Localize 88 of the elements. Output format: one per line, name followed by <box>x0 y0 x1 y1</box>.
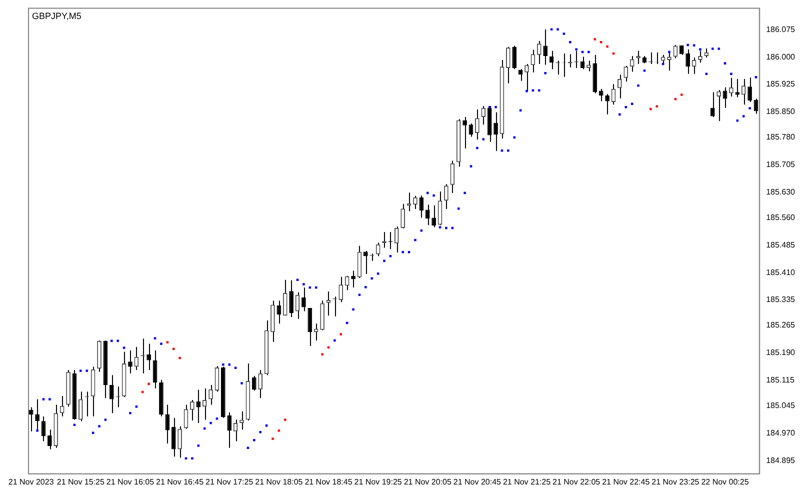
candlestick <box>413 195 418 210</box>
x-tick-label: 21 Nov 20:05 <box>404 477 452 486</box>
x-tick-label: 21 Nov 23:25 <box>652 477 700 486</box>
candlestick <box>146 343 151 371</box>
y-tick-label: 185.115 <box>766 375 795 384</box>
point <box>172 348 175 350</box>
x-tick-label: 21 Nov 18:45 <box>304 477 353 486</box>
x-tick-label: 21 Nov 22:05 <box>552 477 601 486</box>
chart-title: GBPJPY,M5 <box>32 10 82 21</box>
y-tick-label: 186.000 <box>766 52 796 62</box>
x-tick-label: 21 Nov 19:25 <box>354 477 402 486</box>
x-tick-label: 21 Nov 16:05 <box>106 477 155 486</box>
y-tick-label: 185.780 <box>766 132 796 142</box>
y-tick-label: 185.265 <box>766 320 796 330</box>
candlestick <box>282 279 288 316</box>
candlestick <box>196 389 201 424</box>
candlestick <box>190 400 194 421</box>
candlestick <box>308 307 312 346</box>
candlestick <box>698 50 702 64</box>
candlestick <box>741 78 746 106</box>
point <box>600 40 602 44</box>
candlestick <box>710 92 715 118</box>
candlestick <box>48 429 52 450</box>
x-tick-label: 21 Nov 18:05 <box>255 477 304 486</box>
candlestick <box>450 160 455 194</box>
candlestick <box>289 280 294 318</box>
candlestick <box>536 40 542 65</box>
x-tick-label: 21 Nov 20:45 <box>453 477 502 486</box>
x-tick-label: 21 Nov 2023 <box>8 477 54 486</box>
candlestick <box>227 412 232 448</box>
x-tick-label: 21 Nov 21:25 <box>502 477 552 486</box>
candlestick <box>667 50 672 72</box>
y-tick-label: 185.850 <box>766 107 796 116</box>
candlestick <box>444 184 448 210</box>
candlestick <box>506 46 510 84</box>
x-tick-label: 22 Nov 00:25 <box>701 477 750 486</box>
candlestick <box>481 106 486 126</box>
candlestick <box>524 64 529 92</box>
candlestick <box>543 28 548 66</box>
candlestick <box>512 45 517 70</box>
x-tick-label: 21 Nov 22:45 <box>602 477 650 486</box>
candlestick <box>624 65 628 82</box>
candlestick <box>475 108 480 140</box>
candlestick <box>258 370 263 399</box>
candlestick <box>363 250 368 275</box>
x-tick-label: 21 Nov 17:25 <box>206 477 254 486</box>
y-tick-label: 184.970 <box>766 428 796 438</box>
candlestick <box>400 203 406 229</box>
y-tick-label: 185.485 <box>766 240 796 250</box>
candlestick <box>605 93 610 115</box>
candlestick <box>394 226 399 253</box>
candlestick <box>598 88 604 102</box>
x-tick-label: 21 Nov 16:45 <box>156 477 204 486</box>
candlestick <box>302 287 306 312</box>
candlestick <box>171 417 176 458</box>
y-tick-label: 185.560 <box>766 212 796 222</box>
candlestick <box>109 374 114 414</box>
y-tick-label: 185.190 <box>766 348 796 358</box>
candlestick <box>618 74 622 99</box>
candlestick <box>462 116 467 149</box>
y-tick-label: 185.925 <box>766 80 796 89</box>
candlestick <box>208 384 213 406</box>
candlestick <box>165 404 170 444</box>
candlestick <box>735 78 740 98</box>
candlestick <box>35 398 40 430</box>
y-tick-label: 186.075 <box>766 24 796 34</box>
y-tick-label: 185.335 <box>766 295 796 304</box>
candlestick <box>729 77 734 98</box>
candlestick <box>252 375 256 392</box>
y-tick-label: 185.705 <box>766 160 796 170</box>
point <box>141 390 144 394</box>
candlestick <box>494 112 498 152</box>
y-tick-label: 185.630 <box>766 187 796 196</box>
candlestick <box>240 410 244 430</box>
candlestick <box>686 48 690 74</box>
y-tick-label: 185.045 <box>766 401 796 410</box>
candlestick <box>178 426 182 458</box>
candlestick <box>28 406 34 432</box>
x-tick-label: 21 Nov 15:25 <box>56 477 106 486</box>
y-tick-label: 184.895 <box>766 456 796 465</box>
candlestick <box>128 350 132 374</box>
candlestick <box>425 204 430 226</box>
candlestick <box>748 77 752 103</box>
y-tick-label: 185.410 <box>766 268 796 277</box>
candlestick <box>716 89 721 122</box>
candlestick <box>432 204 436 228</box>
candlestick <box>78 391 83 422</box>
candlestick <box>338 276 344 303</box>
